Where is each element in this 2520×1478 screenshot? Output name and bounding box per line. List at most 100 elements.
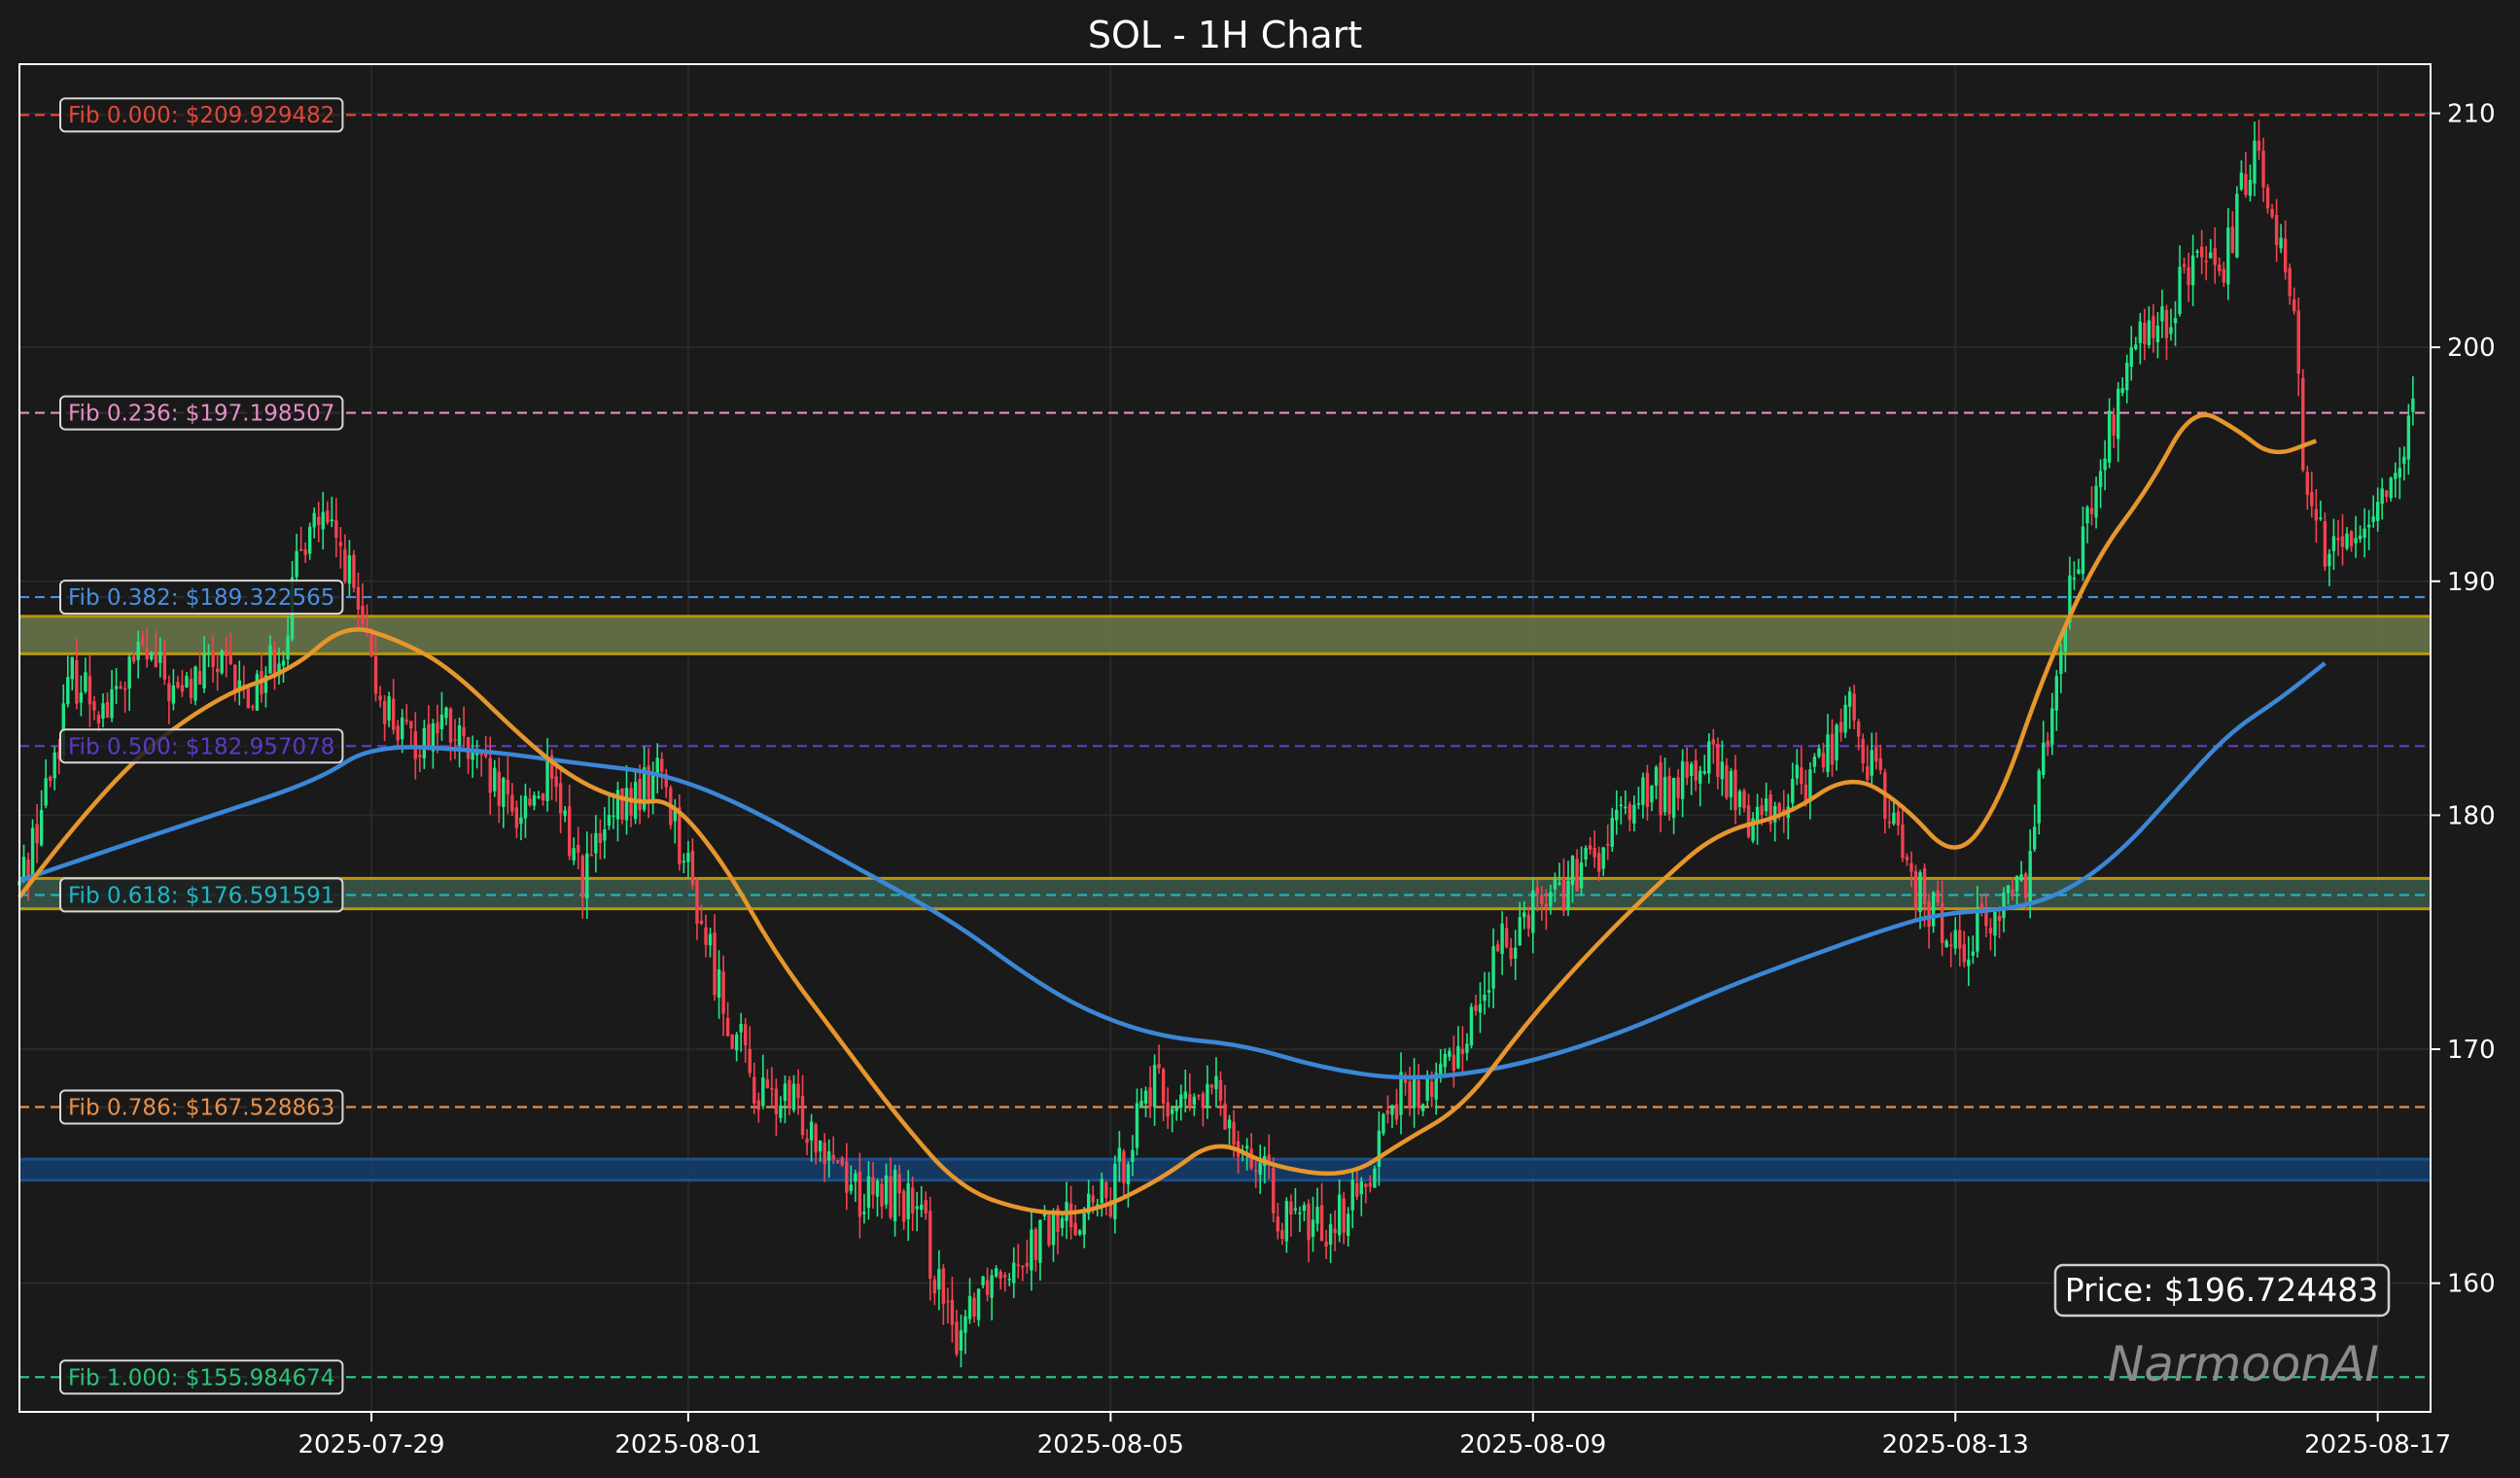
candle-body [2178, 266, 2182, 314]
candle-body [1131, 1149, 1135, 1163]
candle-body [994, 1268, 998, 1277]
y-axis: 160 170 180 190 200 210 [2431, 100, 2496, 1299]
candle-body [976, 1288, 981, 1320]
candle-body [1579, 862, 1584, 889]
candle-body [563, 810, 567, 816]
candle-body [2120, 388, 2124, 394]
candle-body [2354, 538, 2358, 544]
candle-body [2406, 415, 2411, 460]
candle-body [955, 1321, 959, 1355]
candle-body [2195, 251, 2199, 253]
candle-body [1042, 1212, 1047, 1216]
candle-body [1293, 1208, 1298, 1211]
candle-body [1751, 818, 1755, 841]
candle-body [268, 645, 272, 674]
candle-body [1460, 1048, 1465, 1054]
candle-body [537, 796, 541, 798]
candle-body [1373, 1168, 1377, 1188]
candle-body [2261, 150, 2265, 188]
candle-body [1838, 721, 1843, 733]
candle-body [295, 550, 298, 578]
candle-body [321, 511, 325, 530]
candle-body [814, 1124, 818, 1153]
candle-body [699, 920, 704, 925]
candle-body [136, 641, 140, 660]
candle-body [1791, 779, 1795, 803]
candle-body [1852, 693, 1856, 721]
candle-body [1504, 928, 1509, 947]
candle-body [1509, 947, 1513, 960]
fib-label-text: Fib 0.786: $167.528863 [68, 1095, 334, 1120]
candle-body [1913, 870, 1918, 909]
candle-body [686, 853, 690, 862]
candle-body [730, 1035, 734, 1049]
candle-body [818, 1140, 822, 1152]
candle-body [2385, 490, 2389, 497]
candle-body [1007, 1279, 1011, 1281]
candle-body [1905, 857, 1909, 861]
candle-body [673, 809, 678, 822]
candle-body [427, 723, 431, 750]
candle-body [1100, 1179, 1103, 1204]
candle-body [1892, 812, 1896, 825]
candle-body [1166, 1102, 1170, 1117]
candle-body [1988, 928, 1993, 933]
candle-body [1227, 1119, 1232, 1129]
fib-label: Fib 0.500: $182.957078 [59, 728, 344, 764]
candle-body [1495, 944, 1500, 952]
candle-body [642, 767, 647, 810]
candle-body [1716, 743, 1720, 777]
candle-body [1139, 1101, 1143, 1108]
candle-body [897, 1174, 901, 1194]
candle-body [854, 1173, 858, 1182]
candle-body [739, 1023, 743, 1033]
candle-body [220, 651, 224, 674]
candle-body [44, 778, 48, 806]
candle-body [1526, 914, 1530, 930]
candle-body [2305, 472, 2309, 495]
candle-body [1465, 1043, 1469, 1053]
candle-body [1337, 1194, 1342, 1236]
candle-body [1690, 763, 1694, 776]
candle-body [2094, 485, 2098, 518]
candle-body [1060, 1217, 1065, 1228]
candle-body [277, 663, 281, 676]
candle-body [2033, 827, 2037, 850]
candle-body [880, 1183, 884, 1207]
candle-body [225, 650, 228, 656]
candle-body [1033, 1229, 1038, 1260]
candle-body [615, 790, 620, 820]
candle-body [2296, 310, 2300, 374]
candle-body [1030, 1229, 1033, 1271]
candle-body [1558, 883, 1561, 885]
candle-body [1394, 1104, 1399, 1120]
candle-body [1487, 990, 1491, 993]
candle-body [638, 779, 642, 811]
candle-body [1333, 1228, 1337, 1234]
candle-body [462, 727, 466, 737]
fib-label-text: Fib 1.000: $155.984674 [68, 1365, 334, 1390]
candle-body [1566, 880, 1570, 911]
candle-body [2085, 507, 2089, 524]
candle-body [431, 722, 436, 752]
candle-body [141, 638, 145, 645]
candle-body [1390, 1105, 1394, 1115]
candle-body [2270, 208, 2274, 217]
candle-body [1284, 1201, 1289, 1242]
candle-body [901, 1190, 906, 1222]
candle-body [382, 701, 387, 724]
candle-body [1628, 804, 1632, 821]
candle-body [1768, 793, 1772, 825]
candle-body [1979, 903, 1984, 913]
candle-body [2059, 651, 2063, 675]
candle-body [2244, 173, 2248, 195]
candle-body [725, 1017, 730, 1037]
fib-label: Fib 0.786: $167.528863 [59, 1089, 344, 1125]
candle-body [2226, 227, 2230, 285]
x-tick-label: 2025-08-13 [1882, 1430, 2029, 1460]
candle-body [1976, 907, 1979, 952]
current-price-label: Price: $196.724483 [2065, 1271, 2379, 1309]
candle-body [110, 688, 114, 719]
candle-body [343, 548, 347, 582]
candle-body [765, 1079, 770, 1088]
